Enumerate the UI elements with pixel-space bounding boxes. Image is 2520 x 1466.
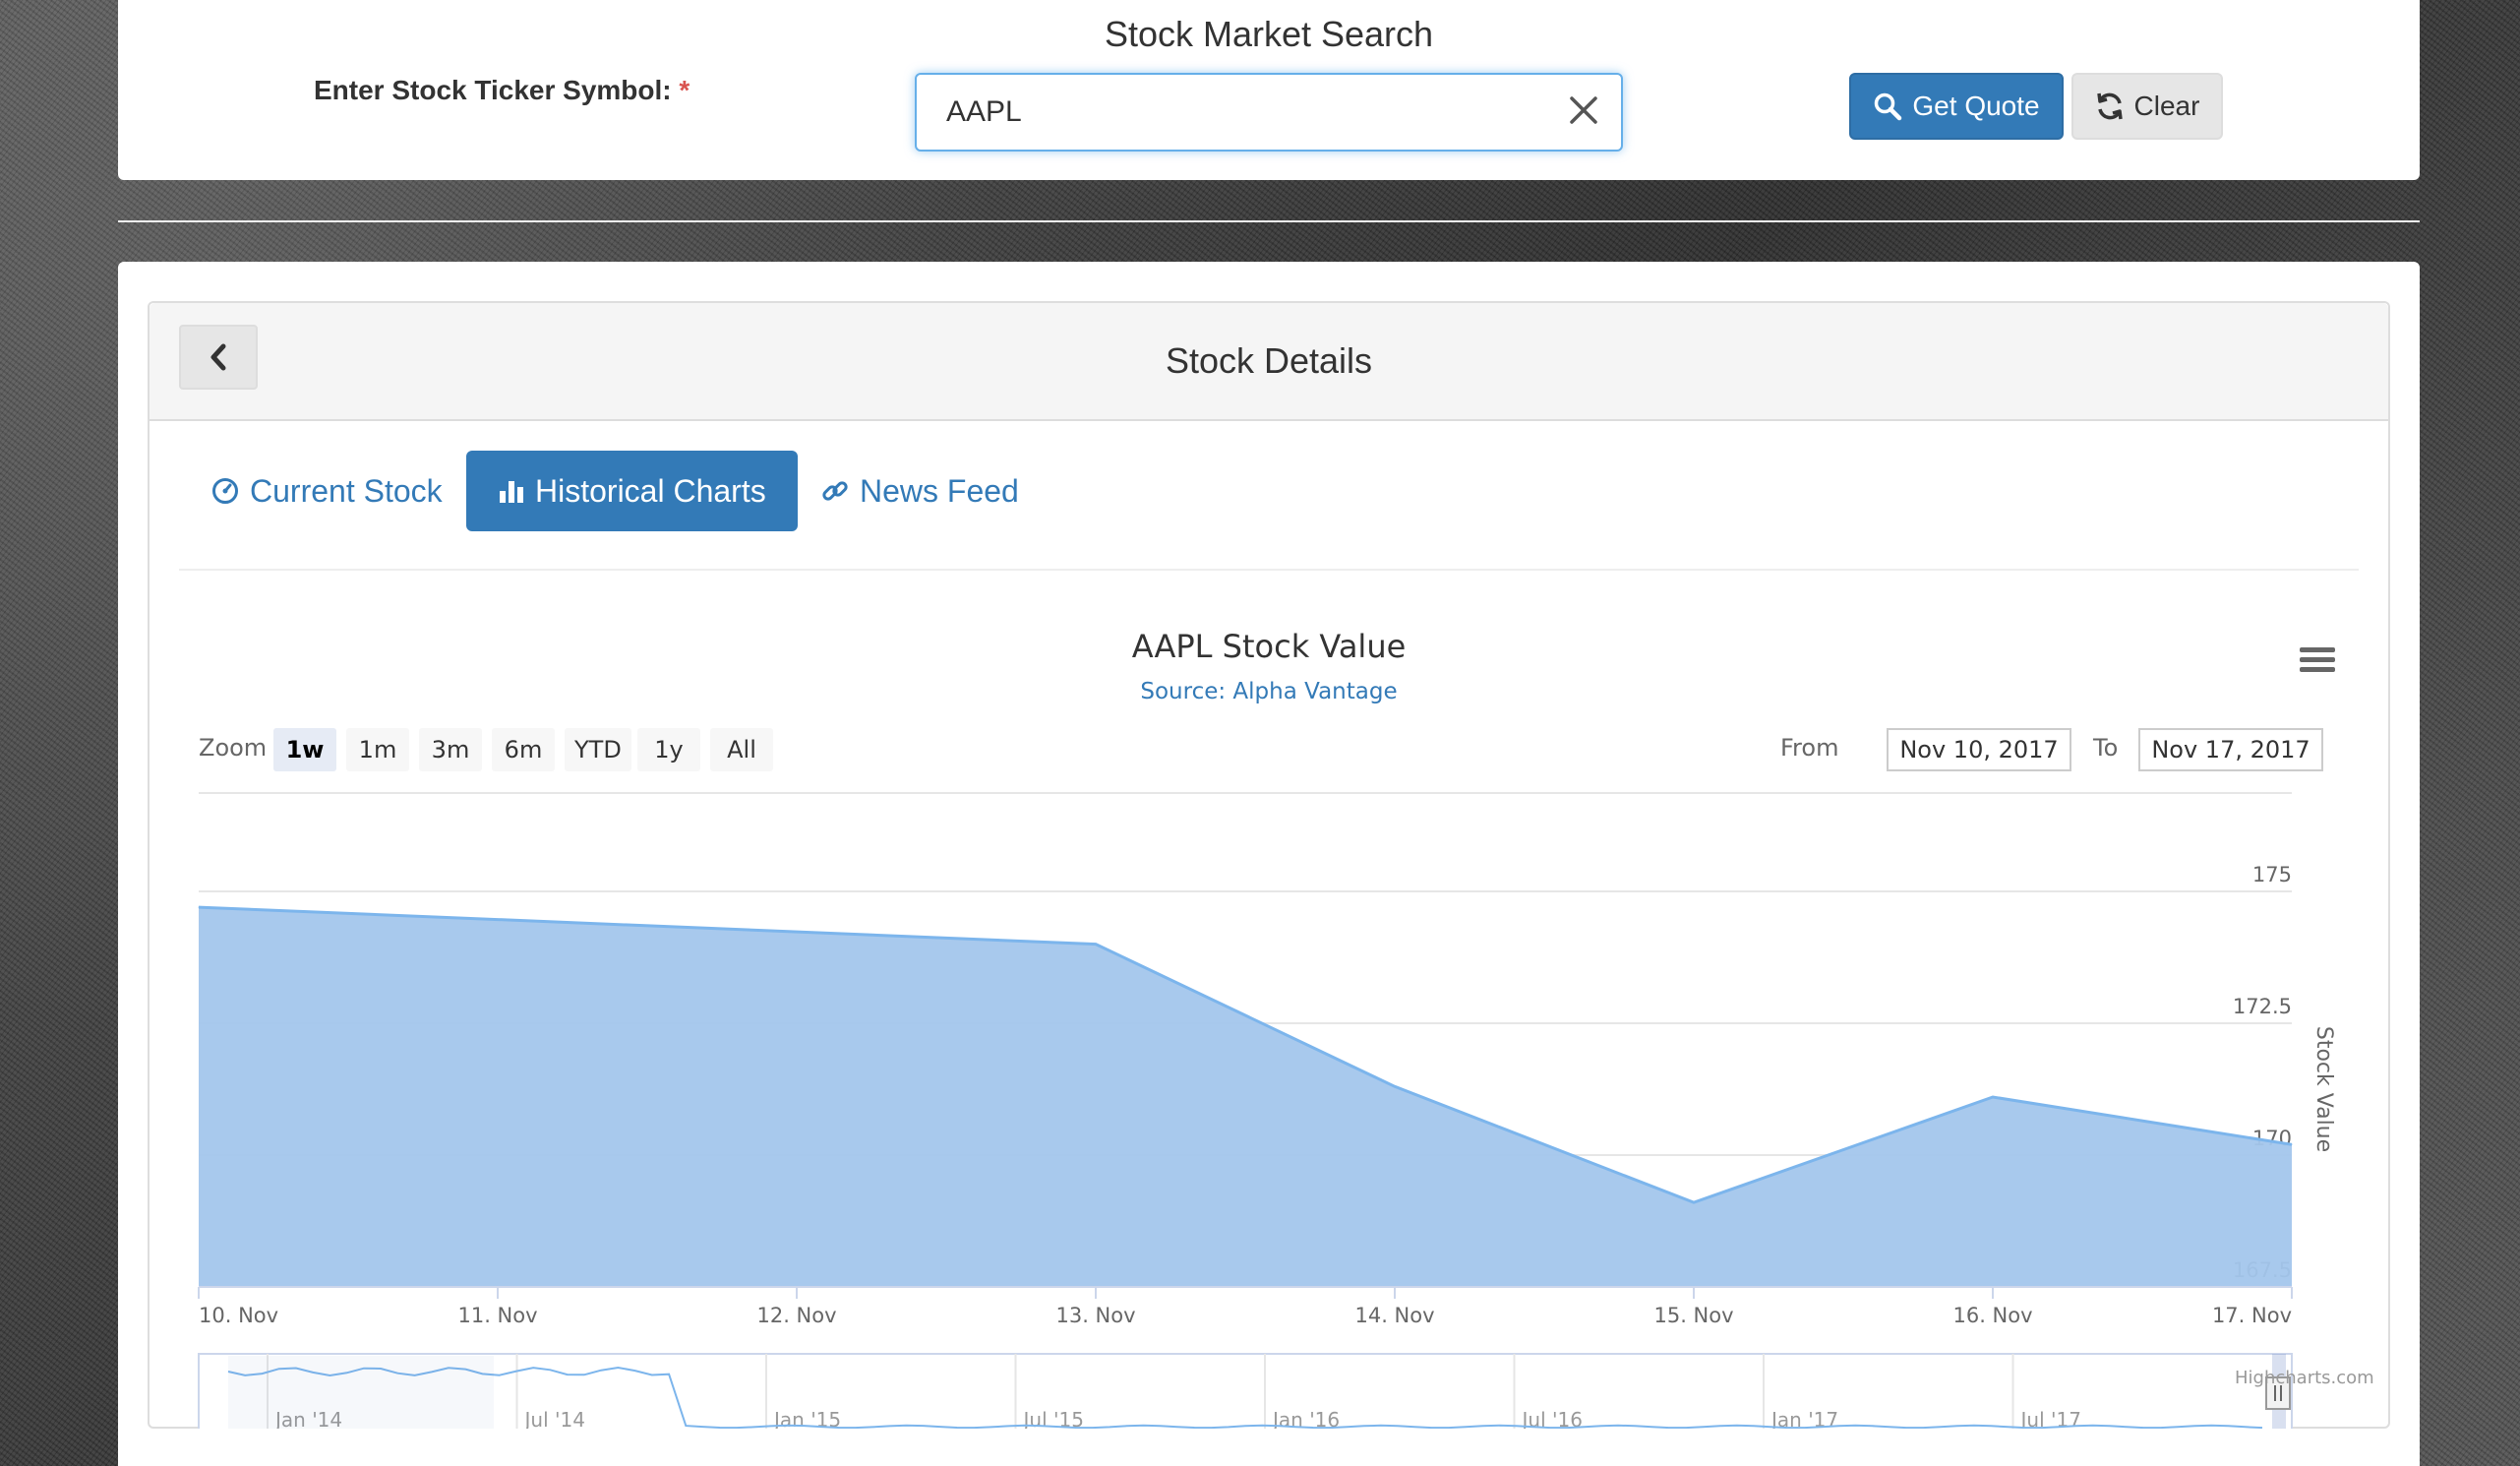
chart-menu-icon[interactable]: [2298, 643, 2337, 677]
tab-news-feed-label: News Feed: [860, 472, 1019, 509]
required-mark: *: [679, 75, 690, 105]
zoom-1y-button[interactable]: 1y: [637, 728, 700, 771]
data-point: [2291, 1143, 2293, 1145]
clear-button[interactable]: Clear: [2071, 73, 2223, 140]
tab-news-feed[interactable]: News Feed: [789, 451, 1050, 531]
navigator-label: Jan '16: [1271, 1408, 1340, 1429]
data-point: [198, 906, 200, 908]
zoom-1w-button[interactable]: 1w: [273, 728, 336, 771]
search-icon: [1875, 92, 1902, 121]
to-date-input[interactable]: Nov 17, 2017: [2138, 728, 2323, 771]
navigator-shade: [228, 1356, 494, 1429]
x-tick-label: 11. Nov: [457, 1304, 537, 1327]
tabs-divider: [179, 569, 2359, 571]
area-series-fill: [199, 907, 2292, 1287]
gauge-icon: [212, 478, 238, 504]
tab-historical-charts-label: Historical Charts: [535, 472, 766, 509]
navigator-label: Jul '14: [523, 1408, 585, 1429]
navigator-label: Jul '15: [1022, 1408, 1084, 1429]
clear-label: Clear: [2133, 91, 2200, 121]
tab-current-stock[interactable]: Current Stock: [179, 451, 474, 531]
zoom-ytd-button[interactable]: YTD: [565, 728, 631, 771]
y-tick-label: 175: [2252, 863, 2292, 886]
ticker-input[interactable]: [915, 73, 1623, 152]
zoom-1m-button[interactable]: 1m: [346, 728, 409, 771]
navigator-label: Jan '17: [1770, 1408, 1838, 1429]
x-tick-label: 15. Nov: [1653, 1304, 1733, 1327]
chart-credits[interactable]: Highcharts.com: [2235, 1368, 2374, 1388]
navigator-label: Jan '14: [273, 1408, 342, 1429]
section-divider: [118, 220, 2420, 222]
x-tick-label: 16. Nov: [1952, 1304, 2032, 1327]
bar-chart-icon: [500, 481, 523, 503]
navigator-frame: [198, 1353, 2293, 1429]
tab-current-stock-label: Current Stock: [250, 472, 443, 509]
link-icon: [822, 481, 848, 501]
back-button[interactable]: [179, 325, 258, 390]
y-tick-label: 172.5: [2233, 995, 2292, 1018]
from-date-input[interactable]: Nov 10, 2017: [1887, 728, 2071, 771]
navigator-label: Jul '17: [2019, 1408, 2081, 1429]
navigator-label: Jul '16: [1521, 1408, 1583, 1429]
from-label: From: [1780, 734, 1839, 762]
refresh-icon: [2096, 92, 2123, 120]
zoom-6m-button[interactable]: 6m: [492, 728, 555, 771]
details-card: Stock Details Current Stock Historical C…: [148, 301, 2390, 1429]
chart-title: AAPL Stock Value: [1131, 628, 1407, 665]
get-quote-label: Get Quote: [1912, 91, 2040, 121]
search-title: Stock Market Search: [1104, 14, 1434, 54]
get-quote-button[interactable]: Get Quote: [1849, 73, 2064, 140]
navigator-series: [227, 1366, 2263, 1429]
x-tick-label: 17. Nov: [2212, 1304, 2292, 1327]
chevron-left-icon: [210, 343, 226, 371]
zoom-label: Zoom: [199, 734, 268, 762]
search-panel: Stock Market Search Enter Stock Ticker S…: [118, 0, 2420, 180]
data-point: [1394, 1085, 1396, 1087]
details-header: Stock Details: [150, 303, 2388, 421]
to-label: To: [2093, 734, 2119, 762]
x-tick-label: 13. Nov: [1055, 1304, 1135, 1327]
details-panel: Stock Details Current Stock Historical C…: [118, 262, 2420, 1466]
ticker-label-text: Enter Stock Ticker Symbol:: [314, 75, 672, 105]
clear-input-icon[interactable]: [1564, 91, 1603, 130]
x-tick-label: 14. Nov: [1354, 1304, 1434, 1327]
chart-subtitle[interactable]: Source: Alpha Vantage: [1140, 679, 1398, 704]
navigator-label: Jan '15: [772, 1408, 841, 1429]
data-point: [1095, 944, 1097, 946]
x-tick-label: 10. Nov: [199, 1304, 278, 1327]
navigator-handle[interactable]: [2265, 1376, 2291, 1410]
x-tick-label: 12. Nov: [756, 1304, 836, 1327]
tab-historical-charts[interactable]: Historical Charts: [466, 451, 798, 531]
zoom-3m-button[interactable]: 3m: [419, 728, 482, 771]
y-axis-title: Stock Value: [2311, 1026, 2336, 1152]
area-series-line: [198, 905, 2293, 1204]
ticker-label: Enter Stock Ticker Symbol: *: [314, 75, 690, 106]
data-point: [1693, 1201, 1695, 1203]
data-point: [1992, 1096, 1994, 1098]
details-title: Stock Details: [1165, 340, 1373, 381]
zoom-all-button[interactable]: All: [710, 728, 773, 771]
